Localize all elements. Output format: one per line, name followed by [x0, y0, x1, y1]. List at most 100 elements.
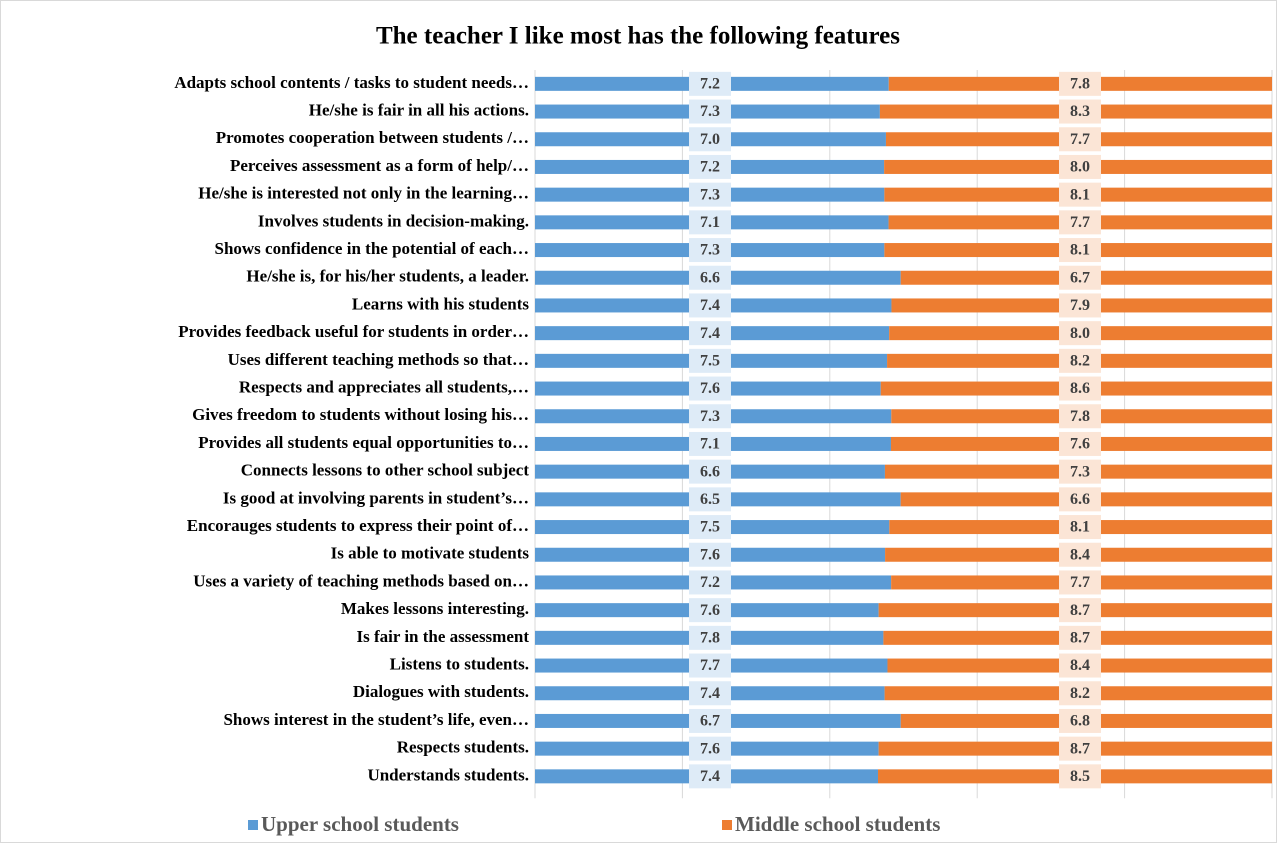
data-label-bg — [1059, 736, 1101, 761]
data-label: 7.6 — [700, 546, 720, 563]
data-label-bg — [689, 127, 731, 152]
y-tick-label: Learns with his students — [352, 294, 530, 313]
data-label: 7.4 — [700, 325, 720, 342]
data-label: 7.2 — [700, 574, 720, 591]
data-label-bg — [689, 515, 731, 540]
data-label: 6.6 — [1070, 491, 1090, 508]
data-label: 7.9 — [1070, 297, 1090, 314]
chart-title: The teacher I like most has the followin… — [376, 23, 900, 50]
data-label-bg — [1059, 487, 1101, 512]
data-label-bg — [689, 99, 731, 124]
data-label-bg — [1059, 681, 1101, 706]
data-label: 7.3 — [1070, 463, 1090, 480]
data-label: 8.1 — [1070, 186, 1090, 203]
y-tick-label: Shows interest in the student’s life, ev… — [223, 710, 529, 729]
data-label: 6.8 — [1070, 713, 1090, 730]
data-label-bg — [689, 265, 731, 290]
data-label: 8.5 — [1070, 768, 1090, 785]
data-label: 6.7 — [1070, 269, 1090, 286]
data-label-bg — [689, 598, 731, 623]
legend-swatch — [722, 820, 732, 830]
data-label: 6.6 — [700, 463, 720, 480]
data-label: 8.0 — [1070, 325, 1090, 342]
y-tick-label: Uses different teaching methods so that… — [228, 350, 529, 369]
data-label: 7.8 — [700, 630, 720, 647]
data-label: 8.2 — [1070, 685, 1090, 702]
data-label: 7.4 — [700, 768, 720, 785]
data-label-bg — [1059, 99, 1101, 124]
data-label: 7.1 — [700, 214, 720, 231]
data-label: 7.7 — [1070, 131, 1090, 148]
data-label: 7.6 — [700, 740, 720, 757]
data-label: 7.6 — [700, 602, 720, 619]
data-label-bg — [689, 293, 731, 318]
y-tick-label: He/she is interested not only in the lea… — [198, 184, 529, 203]
data-label: 6.6 — [700, 269, 720, 286]
data-label-bg — [689, 71, 731, 96]
data-label-bg — [1059, 127, 1101, 152]
data-label-bg — [689, 708, 731, 733]
data-label-bg — [1059, 570, 1101, 595]
data-label-bg — [1059, 182, 1101, 207]
data-label: 8.1 — [1070, 519, 1090, 536]
data-label-bg — [1059, 542, 1101, 567]
data-label-bg — [689, 459, 731, 484]
data-label-bg — [1059, 598, 1101, 623]
data-label-bg — [1059, 154, 1101, 179]
data-label: 7.8 — [1070, 408, 1090, 425]
data-label-bg — [689, 376, 731, 401]
y-tick-label: Adapts school contents / tasks to studen… — [174, 73, 529, 92]
y-tick-label: Makes lessons interesting. — [341, 599, 529, 618]
data-label: 8.1 — [1070, 242, 1090, 259]
data-label: 7.7 — [1070, 574, 1090, 591]
y-tick-label: Listens to students. — [390, 654, 529, 673]
data-label: 8.4 — [1070, 546, 1090, 563]
data-label: 7.4 — [700, 297, 720, 314]
data-label-bg — [689, 431, 731, 456]
data-label-bg — [1059, 210, 1101, 235]
y-tick-label: Perceives assessment as a form of help/… — [230, 156, 529, 175]
data-label-bg — [1059, 764, 1101, 789]
data-label: 7.7 — [700, 657, 720, 674]
data-label-bg — [689, 321, 731, 346]
legend-swatch — [248, 820, 258, 830]
data-label: 7.7 — [1070, 214, 1090, 231]
data-label: 7.0 — [700, 131, 720, 148]
data-label-bg — [689, 542, 731, 567]
data-label: 7.3 — [700, 408, 720, 425]
data-label-bg — [1059, 321, 1101, 346]
data-label-bg — [689, 154, 731, 179]
data-label: 8.7 — [1070, 602, 1090, 619]
y-tick-label: Provides feedback useful for students in… — [178, 322, 529, 341]
data-label: 8.7 — [1070, 630, 1090, 647]
data-label: 7.4 — [700, 685, 720, 702]
data-label: 8.6 — [1070, 380, 1090, 397]
data-label-bg — [689, 404, 731, 429]
data-label: 7.3 — [700, 186, 720, 203]
data-label-bg — [1059, 348, 1101, 373]
legend-label: Middle school students — [735, 812, 940, 836]
data-label-bg — [689, 653, 731, 678]
y-tick-label: Provides all students equal opportunitie… — [198, 433, 529, 452]
y-tick-label: Uses a variety of teaching methods based… — [193, 571, 529, 590]
data-label-bg — [689, 348, 731, 373]
y-tick-label: Is able to motivate students — [331, 544, 530, 563]
data-label: 7.8 — [1070, 76, 1090, 93]
data-label: 7.2 — [700, 159, 720, 176]
data-label-bg — [1059, 293, 1101, 318]
y-tick-label: He/she is, for his/her students, a leade… — [246, 267, 529, 286]
data-label-bg — [689, 764, 731, 789]
data-label: 8.3 — [1070, 103, 1090, 120]
y-tick-label: Involves students in decision-making. — [258, 211, 529, 230]
data-label-bg — [1059, 431, 1101, 456]
data-label-bg — [689, 182, 731, 207]
y-tick-label: Respects and appreciates all students,… — [239, 377, 529, 396]
data-label-bg — [689, 238, 731, 263]
data-label-bg — [1059, 71, 1101, 96]
data-label: 8.2 — [1070, 353, 1090, 370]
data-label: 7.5 — [700, 353, 720, 370]
y-tick-label: Is fair in the assessment — [356, 627, 529, 646]
data-label: 6.7 — [700, 713, 720, 730]
data-label-bg — [1059, 265, 1101, 290]
